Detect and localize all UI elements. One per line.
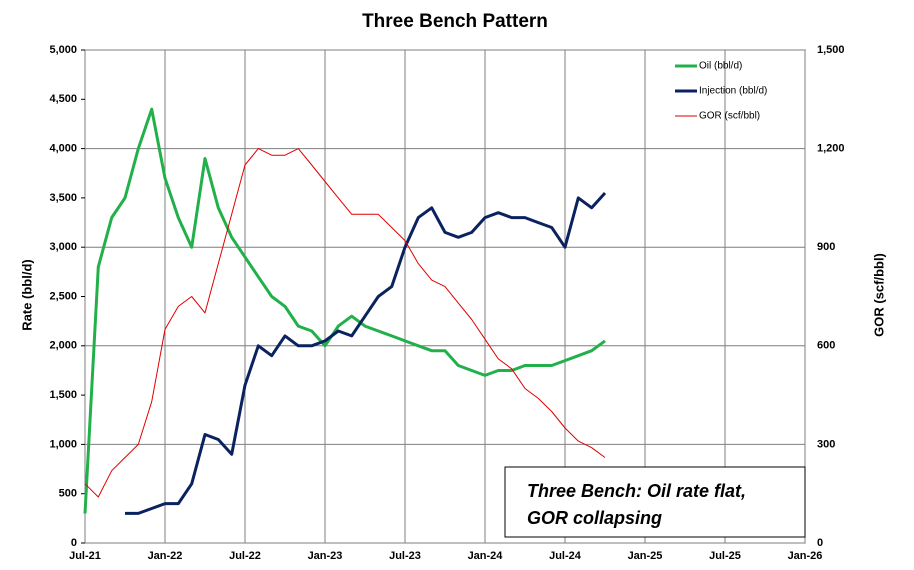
x-tick-label: Jan-24 <box>468 550 504 562</box>
annotation: Three Bench: Oil rate flat, <box>527 481 746 501</box>
y-tick-label: 3,000 <box>49 241 77 253</box>
plot-area <box>84 49 806 544</box>
series-line <box>83 107 606 514</box>
y-tick-label: 0 <box>71 537 77 549</box>
y-tick-label: 4,500 <box>49 93 77 105</box>
y2-tick-label: 1,500 <box>817 44 845 56</box>
chart-title: Three Bench Pattern <box>362 11 548 32</box>
y-tick-label: 4,000 <box>49 143 77 155</box>
y-tick-label: 2,500 <box>49 290 77 302</box>
legend-label: Oil (bbl/d) <box>699 61 742 72</box>
y2-tick-label: 0 <box>817 537 823 549</box>
x-tick-label: Jan-23 <box>308 550 343 562</box>
x-tick-label: Jul-22 <box>229 550 261 562</box>
y-tick-label: 3,500 <box>49 192 77 204</box>
annotation: GOR collapsing <box>527 508 662 528</box>
y2-tick-label: 1,200 <box>817 143 845 155</box>
y2-tick-label: 600 <box>817 340 835 352</box>
y-tick-label: 500 <box>59 488 77 500</box>
y-tick-label: 5,000 <box>49 44 77 56</box>
x-tick-label: Jan-26 <box>788 550 823 562</box>
series-line <box>84 148 606 498</box>
legend-label: Injection (bbl/d) <box>699 86 767 97</box>
x-tick-label: Jul-25 <box>709 550 741 562</box>
x-tick-label: Jan-25 <box>628 550 663 562</box>
x-tick-label: Jul-24 <box>549 550 582 562</box>
y-tick-label: 1,500 <box>49 389 77 401</box>
y2-axis-label: GOR (scf/bbl) <box>871 253 886 337</box>
y-tick-label: 1,000 <box>49 438 77 450</box>
legend-label: GOR (scf/bbl) <box>699 111 760 122</box>
x-tick-label: Jul-23 <box>389 550 421 562</box>
y-axis-label: Rate (bbl/d) <box>19 259 34 331</box>
y2-tick-label: 300 <box>817 438 835 450</box>
x-tick-label: Jan-22 <box>148 550 183 562</box>
y2-tick-label: 900 <box>817 241 835 253</box>
x-tick-label: Jul-21 <box>69 550 101 562</box>
series-line <box>125 191 607 515</box>
y-tick-label: 2,000 <box>49 340 77 352</box>
annotation-box <box>504 466 806 538</box>
